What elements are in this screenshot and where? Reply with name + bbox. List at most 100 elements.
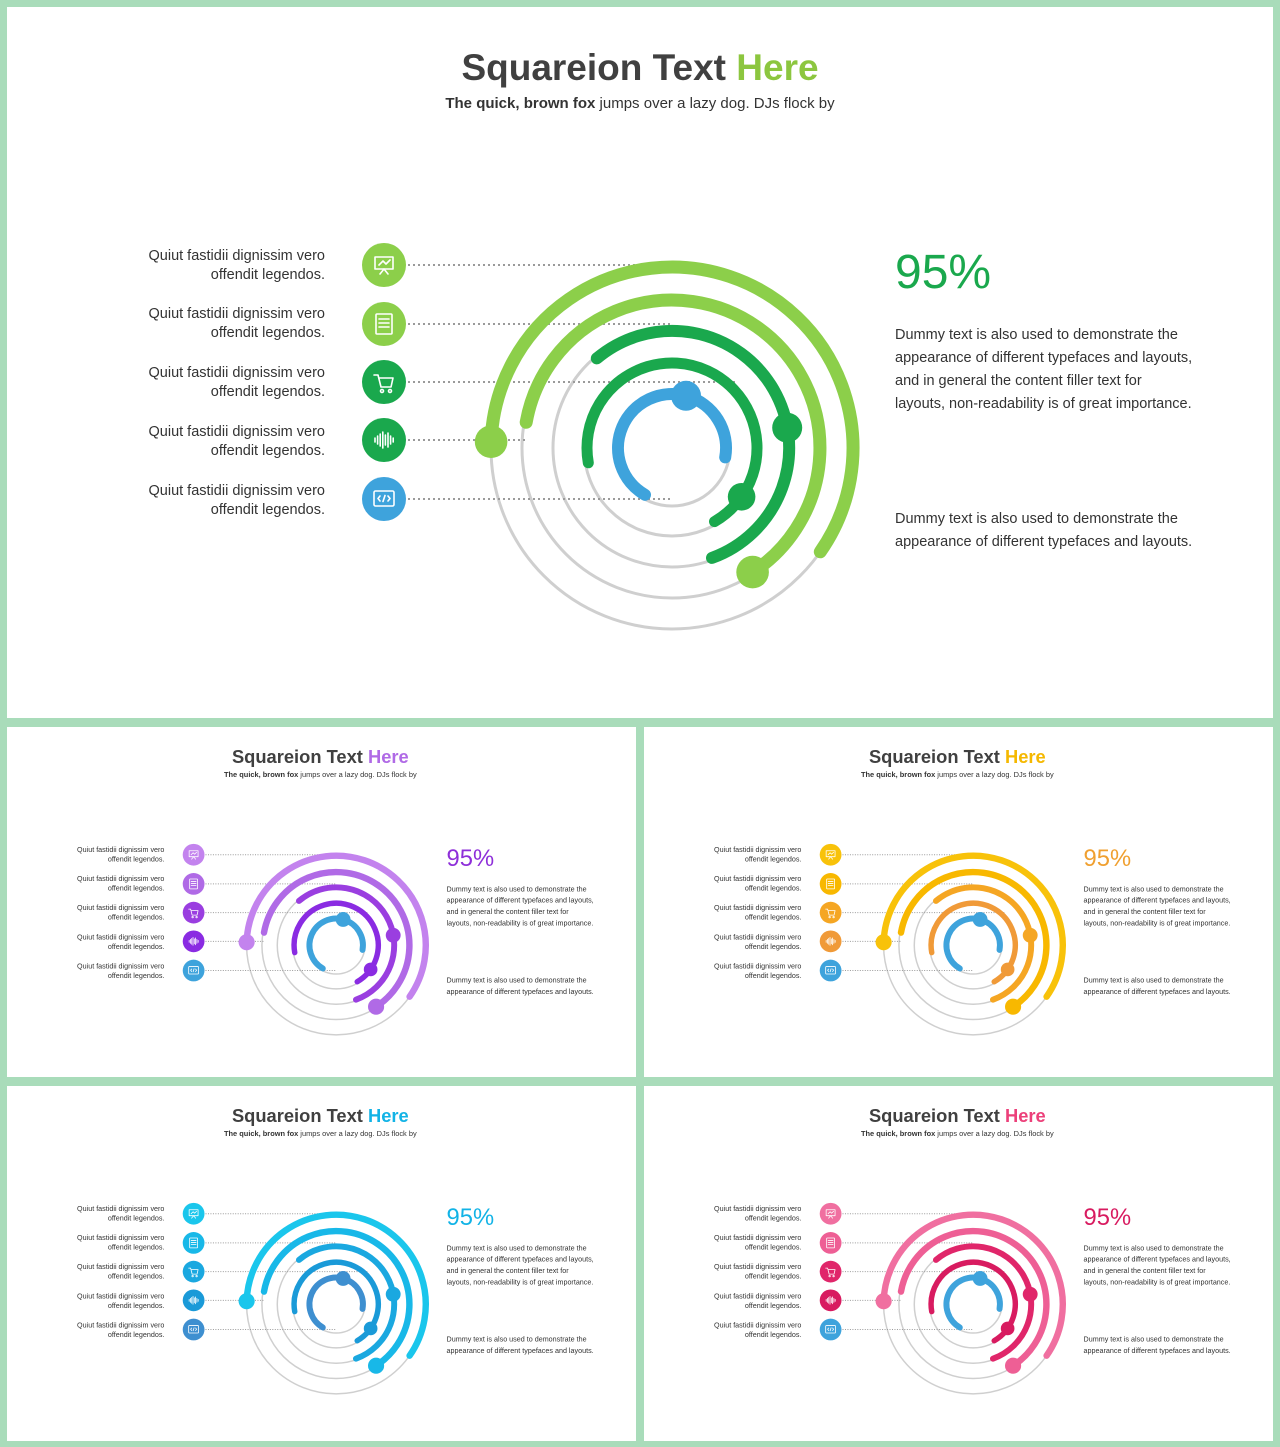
legend-line-1: Quiut fastidii dignissim vero xyxy=(714,1234,802,1242)
legend-line-1: Quiut fastidii dignissim vero xyxy=(714,1321,802,1330)
description-paragraph-2: Dummy text is also used to demonstrate t… xyxy=(895,511,1193,550)
subtitle-rest: jumps over a lazy dog. DJs flock by xyxy=(935,770,1054,779)
progress-arc-1 xyxy=(243,852,429,1000)
legend-line-1: Quiut fastidii dignissim vero xyxy=(77,846,165,855)
description-paragraph-2: Dummy text is also used to demonstrate t… xyxy=(1083,1335,1231,1355)
presentation-icon xyxy=(182,1202,205,1225)
cart-icon xyxy=(182,901,205,924)
legend-line-2: offendit legendos. xyxy=(744,942,802,951)
title-main: Squareion Text xyxy=(461,47,737,88)
legend-line-2: offendit legendos. xyxy=(107,884,165,893)
slide-title: Squareion Text Here xyxy=(7,747,634,768)
legend-item-2: Quiut fastidii dignissim vero offendit le… xyxy=(36,1234,165,1253)
legend-line-2: offendit legendos. xyxy=(210,502,325,518)
progress-arc-4 xyxy=(928,1259,1018,1344)
description-paragraph-2: Dummy text is also used to demonstrate t… xyxy=(446,976,594,996)
legend-item-1: Quiut fastidii dignissim vero offendit le… xyxy=(673,846,802,865)
legend-line-1: Quiut fastidii dignissim vero xyxy=(77,933,165,942)
slide-title: Squareion Text Here xyxy=(644,1106,1271,1127)
title-main: Squareion Text xyxy=(231,746,368,768)
ring-chart xyxy=(182,1202,429,1395)
progress-arc-2 xyxy=(260,868,413,1012)
title-main: Squareion Text xyxy=(231,1105,368,1127)
arc-knob-1 xyxy=(875,934,892,951)
slide-title: Squareion Text Here xyxy=(7,47,1273,89)
cart-icon xyxy=(819,901,842,924)
legend-line-2: offendit legendos. xyxy=(744,855,802,864)
legend-item-1: Quiut fastidii dignissim vero offendit le… xyxy=(36,1205,165,1224)
percent-value: 95% xyxy=(446,845,495,872)
slide-title: Squareion Text Here xyxy=(7,1106,634,1127)
progress-arc-4 xyxy=(291,900,381,985)
legend-line-2: offendit legendos. xyxy=(210,443,325,459)
cart-icon xyxy=(819,1260,842,1283)
progress-arc-5 xyxy=(306,1274,366,1331)
legend-line-1: Quiut fastidii dignissim vero xyxy=(714,1263,802,1272)
subtitle-bold: The quick, brown fox xyxy=(223,1129,299,1138)
legend-line-2: offendit legendos. xyxy=(744,972,802,980)
legend-line-1: Quiut fastidii dignissim vero xyxy=(148,306,326,322)
legend-line-1: Quiut fastidii dignissim vero xyxy=(77,1263,165,1272)
legend-line-2: offendit legendos. xyxy=(107,1272,165,1281)
percent-value: 95% xyxy=(1083,845,1132,872)
soundwave-icon xyxy=(362,418,406,462)
legend-item-4: Quiut fastidii dignissim vero offendit le… xyxy=(65,423,326,461)
arc-knob-1 xyxy=(238,1293,255,1310)
code-icon xyxy=(182,959,205,982)
legend-item-1: Quiut fastidii dignissim vero offendit le… xyxy=(36,846,165,865)
progress-arc-4 xyxy=(291,1259,381,1344)
presentation-icon xyxy=(819,843,842,866)
arc-knob-5 xyxy=(972,912,988,927)
ring-chart xyxy=(819,843,1066,1036)
arc-knob-2 xyxy=(736,555,769,589)
ring-chart xyxy=(182,843,429,1036)
legend-line-2: offendit legendos. xyxy=(744,1301,802,1310)
legend-line-2: offendit legendos. xyxy=(107,855,165,864)
legend-line-2: offendit legendos. xyxy=(107,972,165,980)
cart-icon xyxy=(362,360,406,404)
ring-chart xyxy=(362,243,860,631)
document-icon xyxy=(819,1232,842,1254)
percent-value: 95% xyxy=(1083,1204,1132,1231)
ring-chart xyxy=(819,1202,1066,1395)
title-accent: Here xyxy=(367,1105,409,1127)
legend-line-1: Quiut fastidii dignissim vero xyxy=(714,933,802,942)
progress-arc-1 xyxy=(484,260,860,559)
legend-item-2: Quiut fastidii dignissim vero offendit le… xyxy=(673,875,801,894)
legend-line-1: Quiut fastidii dignissim vero xyxy=(148,424,326,440)
code-icon xyxy=(362,477,406,521)
description-paragraph-2: Dummy text is also used to demonstrate t… xyxy=(446,1335,594,1355)
slide-pink: Squareion Text Here The quick, brown fox… xyxy=(644,1086,1273,1441)
legend-line-2: offendit legendos. xyxy=(744,1243,802,1252)
subtitle-rest: jumps over a lazy dog. DJs flock by xyxy=(935,1129,1054,1138)
legend-item-5: Quiut fastidii dignissim vero offendit le… xyxy=(673,962,802,981)
description-paragraph-2: Dummy text is also used to demonstrate t… xyxy=(1083,976,1231,996)
description-paragraph-1: Dummy text is also used to demonstrate t… xyxy=(1083,885,1231,928)
progress-arc-3 xyxy=(932,884,1035,1003)
progress-arc-2 xyxy=(897,868,1050,1012)
code-icon xyxy=(819,959,842,982)
progress-arc-5 xyxy=(943,915,1003,972)
legend-item-3: Quiut fastidii dignissim vero offendit le… xyxy=(673,904,802,923)
arc-knob-4 xyxy=(1000,1321,1015,1336)
arc-knob-4 xyxy=(1000,962,1015,977)
legend-line-1: Quiut fastidii dignissim vero xyxy=(77,1205,165,1214)
description-paragraph-1: Dummy text is also used to demonstrate t… xyxy=(446,1244,594,1287)
arc-knob-4 xyxy=(363,962,378,977)
document-icon xyxy=(362,302,406,346)
title-main: Squareion Text xyxy=(868,746,1005,768)
legend-line-1: Quiut fastidii dignissim vero xyxy=(77,962,165,971)
slide-yellow: Squareion Text Here The quick, brown fox… xyxy=(644,727,1273,1077)
legend-item-4: Quiut fastidii dignissim vero offendit le… xyxy=(673,933,802,952)
legend-item-3: Quiut fastidii dignissim vero offendit le… xyxy=(673,1263,802,1282)
legend-line-1: Quiut fastidii dignissim vero xyxy=(77,904,165,913)
legend-line-1: Quiut fastidii dignissim vero xyxy=(714,904,802,913)
title-accent: Here xyxy=(1004,1105,1046,1127)
progress-arc-4 xyxy=(928,900,1018,985)
code-icon xyxy=(182,1318,205,1341)
subtitle-rest: jumps over a lazy dog. DJs flock by xyxy=(298,1129,417,1138)
slide-subtitle: The quick, brown fox jumps over a lazy d… xyxy=(644,771,1271,779)
legend-line-2: offendit legendos. xyxy=(107,1243,165,1252)
legend-line-2: offendit legendos. xyxy=(744,1214,802,1223)
legend-line-2: offendit legendos. xyxy=(210,325,325,341)
